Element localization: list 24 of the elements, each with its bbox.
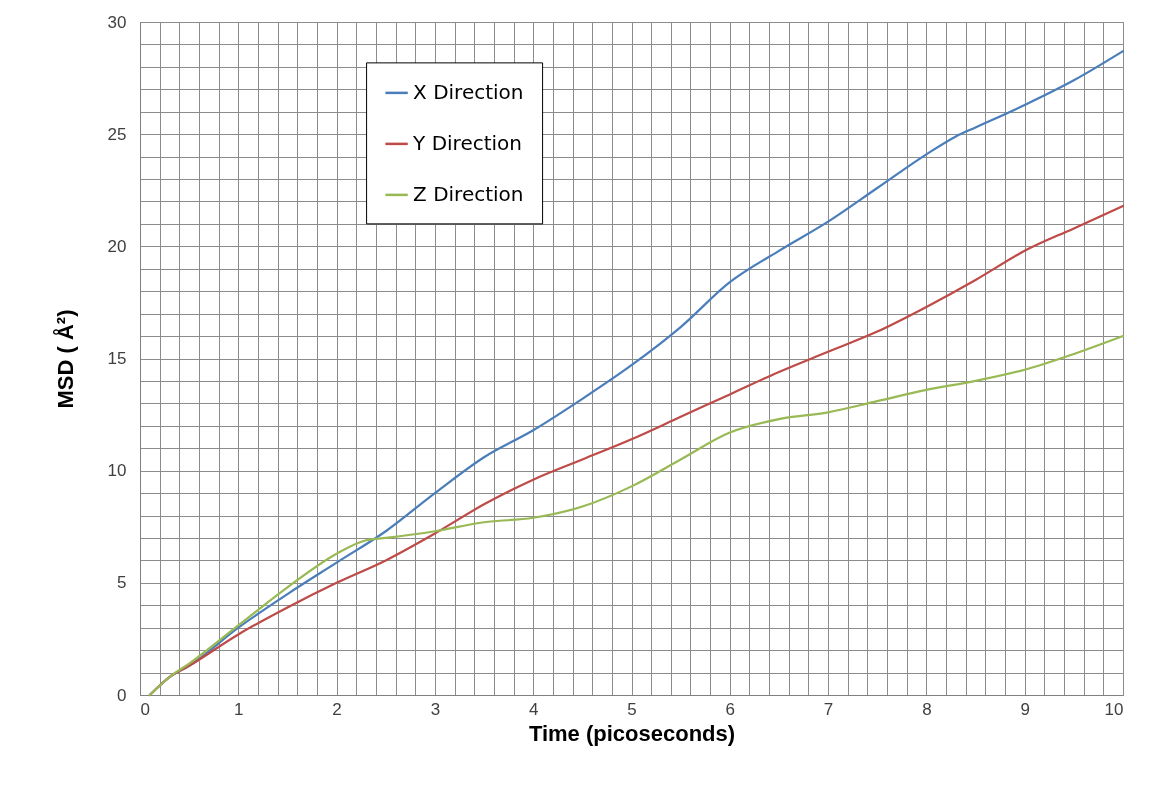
x-tick-label: 5 bbox=[627, 699, 637, 719]
legend-label: Z Direction bbox=[413, 181, 524, 206]
x-tick-label: 1 bbox=[234, 699, 244, 719]
x-tick-label: 7 bbox=[823, 699, 834, 719]
x-tick-label: 10 bbox=[1104, 699, 1124, 719]
legend-label: X Direction bbox=[413, 79, 524, 104]
y-tick-label: 30 bbox=[107, 12, 127, 32]
y-tick-label: 20 bbox=[107, 236, 127, 256]
x-tick-label: 0 bbox=[140, 699, 150, 719]
y-tick-label: 5 bbox=[117, 573, 127, 593]
x-tick-label: 2 bbox=[332, 699, 342, 719]
y-axis-title: MSD ( Å²) bbox=[51, 309, 78, 409]
x-tick-label: 9 bbox=[1020, 699, 1030, 719]
y-tick-label: 15 bbox=[107, 349, 127, 368]
y-tick-label: 25 bbox=[107, 124, 127, 144]
x-tick-label: 6 bbox=[725, 699, 736, 719]
y-tick-label: 0 bbox=[117, 685, 127, 705]
x-axis-title: Time (picoseconds) bbox=[528, 720, 736, 746]
x-tick-label: 3 bbox=[430, 699, 441, 719]
y-tick-label: 10 bbox=[107, 461, 127, 481]
x-tick-label: 8 bbox=[922, 699, 932, 719]
line-series bbox=[148, 334, 1125, 697]
x-tick-label: 4 bbox=[528, 699, 539, 719]
legend-label: Y Direction bbox=[412, 130, 523, 155]
